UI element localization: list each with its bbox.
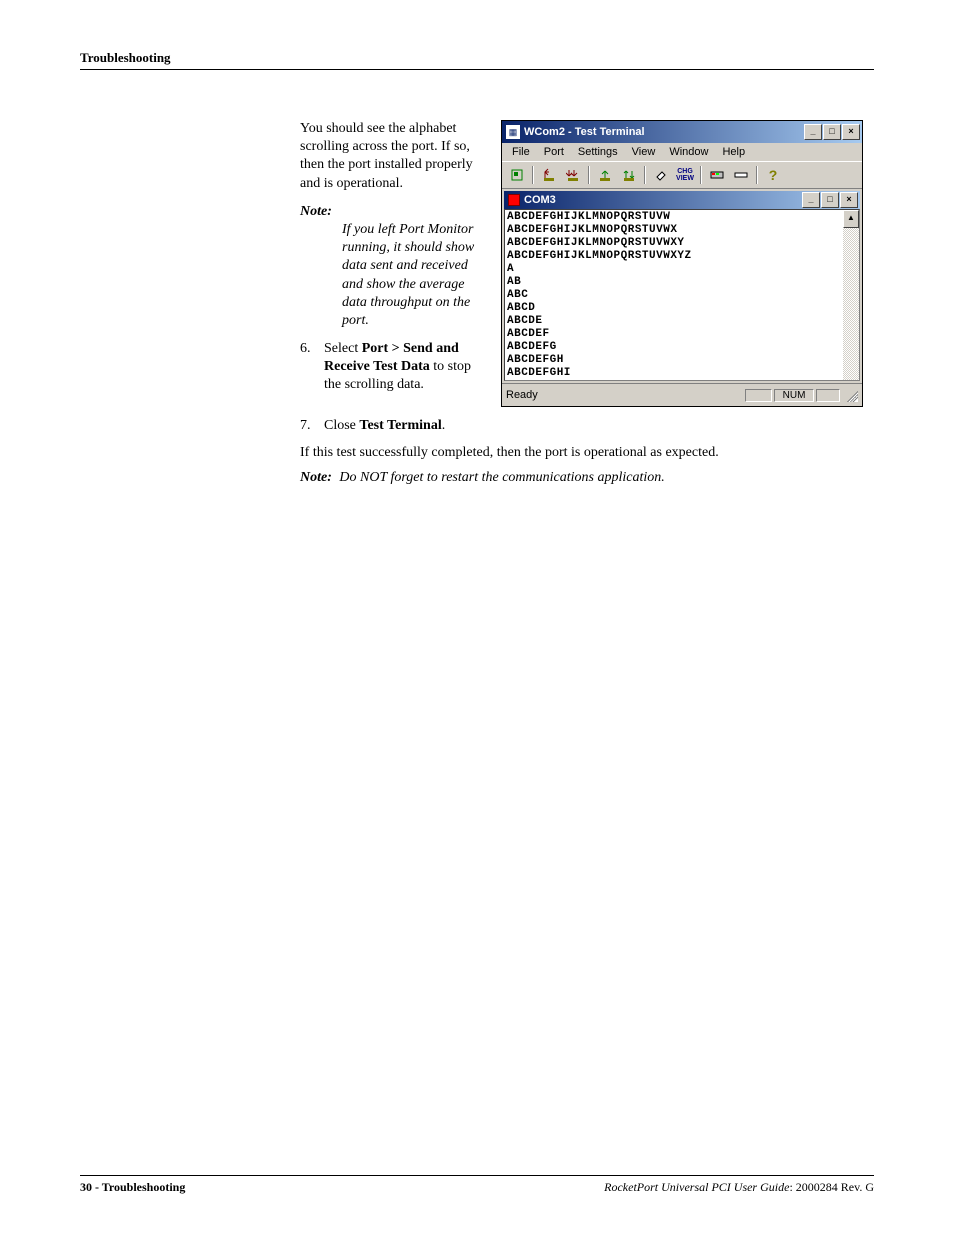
note-body: If you left Port Monitor running, it sho… <box>342 221 485 330</box>
footer-right: RocketPort Universal PCI User Guide: 200… <box>604 1180 874 1195</box>
toolbar-sep-3 <box>644 166 646 184</box>
child-maximize-button[interactable]: □ <box>821 192 839 208</box>
menu-file[interactable]: File <box>506 145 536 159</box>
scroll-up-button[interactable]: ▲ <box>843 210 859 228</box>
toolbar-btn-8[interactable] <box>730 164 752 186</box>
toolbar-sep-5 <box>756 166 758 184</box>
toolbar-btn-help[interactable]: ? <box>762 164 784 186</box>
menu-view[interactable]: View <box>626 145 662 159</box>
footer-right-a: RocketPort Universal PCI User Guide <box>604 1180 789 1194</box>
minimize-button[interactable]: _ <box>804 124 822 140</box>
toolbar-btn-3[interactable] <box>562 164 584 186</box>
menu-settings[interactable]: Settings <box>572 145 624 159</box>
status-pane-empty2 <box>816 389 840 402</box>
scroll-track[interactable] <box>843 228 859 380</box>
child-minimize-button[interactable]: _ <box>802 192 820 208</box>
child-title: COM3 <box>524 194 556 206</box>
intro-paragraph: You should see the alphabet scrolling ac… <box>300 120 485 193</box>
after-note-body: Do NOT forget to restart the communicati… <box>339 470 664 485</box>
resize-grip-icon[interactable] <box>844 388 858 402</box>
toolbar: CHG VIEW ? <box>502 161 862 189</box>
wcom2-window: ▦ WCom2 - Test Terminal _ □ × File Port … <box>501 120 863 407</box>
close-button[interactable]: × <box>842 124 860 140</box>
step-7-num: 7. <box>300 417 324 436</box>
step-7: 7. Close Test Terminal. <box>300 417 874 436</box>
status-pane-num: NUM <box>774 389 815 402</box>
terminal-body: ABCDEFGHIJKLMNOPQRSTUVW ABCDEFGHIJKLMNOP… <box>504 209 860 381</box>
footer-right-b: : 2000284 Rev. G <box>789 1180 874 1194</box>
toolbar-btn-chgview[interactable]: CHG VIEW <box>674 164 696 186</box>
status-text: Ready <box>506 389 743 401</box>
step-6: 6. Select Port > Send and Receive Test D… <box>300 340 485 395</box>
step6-a: Select <box>324 341 362 356</box>
toolbar-sep-2 <box>588 166 590 184</box>
step7-a: Close <box>324 418 359 433</box>
toolbar-btn-eraser[interactable] <box>650 164 672 186</box>
after-block: 7. Close Test Terminal. If this test suc… <box>300 417 874 488</box>
toolbar-sep-1 <box>532 166 534 184</box>
toolbar-btn-2[interactable] <box>538 164 560 186</box>
child-window: COM3 _ □ × ABCDEFGHIJKLMNOPQRSTUVW ABCDE… <box>504 191 860 381</box>
step-7-body: Close Test Terminal. <box>324 417 874 436</box>
footer-left: 30 - Troubleshooting <box>80 1180 185 1195</box>
note-block: Note: If you left Port Monitor running, … <box>300 203 485 330</box>
toolbar-btn-7[interactable] <box>706 164 728 186</box>
com-icon <box>508 194 520 206</box>
menu-port[interactable]: Port <box>538 145 570 159</box>
step7-b: Test Terminal <box>359 418 441 433</box>
toolbar-sep-4 <box>700 166 702 184</box>
menu-window[interactable]: Window <box>663 145 714 159</box>
scrollbar[interactable]: ▲ <box>843 210 859 380</box>
after-note: Note: Do NOT forget to restart the commu… <box>300 469 874 488</box>
header-title: Troubleshooting <box>80 50 171 65</box>
titlebar[interactable]: ▦ WCom2 - Test Terminal _ □ × <box>502 121 862 143</box>
app-icon: ▦ <box>506 125 520 139</box>
after-paragraph: If this test successfully completed, the… <box>300 444 874 463</box>
statusbar: Ready NUM <box>502 383 862 406</box>
after-note-label: Note: <box>300 470 332 485</box>
step-6-num: 6. <box>300 340 324 395</box>
toolbar-btn-4[interactable] <box>594 164 616 186</box>
child-close-button[interactable]: × <box>840 192 858 208</box>
toolbar-btn-1[interactable] <box>506 164 528 186</box>
menu-help[interactable]: Help <box>716 145 751 159</box>
step-6-body: Select Port > Send and Receive Test Data… <box>324 340 485 395</box>
child-titlebar[interactable]: COM3 _ □ × <box>504 191 860 209</box>
step7-c: . <box>442 418 446 433</box>
menubar: File Port Settings View Window Help <box>502 143 862 161</box>
note-label: Note: <box>300 204 332 219</box>
page-footer: 30 - Troubleshooting RocketPort Universa… <box>80 1175 874 1195</box>
terminal-text: ABCDEFGHIJKLMNOPQRSTUVW ABCDEFGHIJKLMNOP… <box>505 210 843 380</box>
toolbar-btn-5[interactable] <box>618 164 640 186</box>
window-title: WCom2 - Test Terminal <box>524 126 804 138</box>
status-pane-empty <box>745 389 771 402</box>
page-header: Troubleshooting <box>80 50 874 70</box>
left-column: You should see the alphabet scrolling ac… <box>300 120 485 407</box>
maximize-button[interactable]: □ <box>823 124 841 140</box>
